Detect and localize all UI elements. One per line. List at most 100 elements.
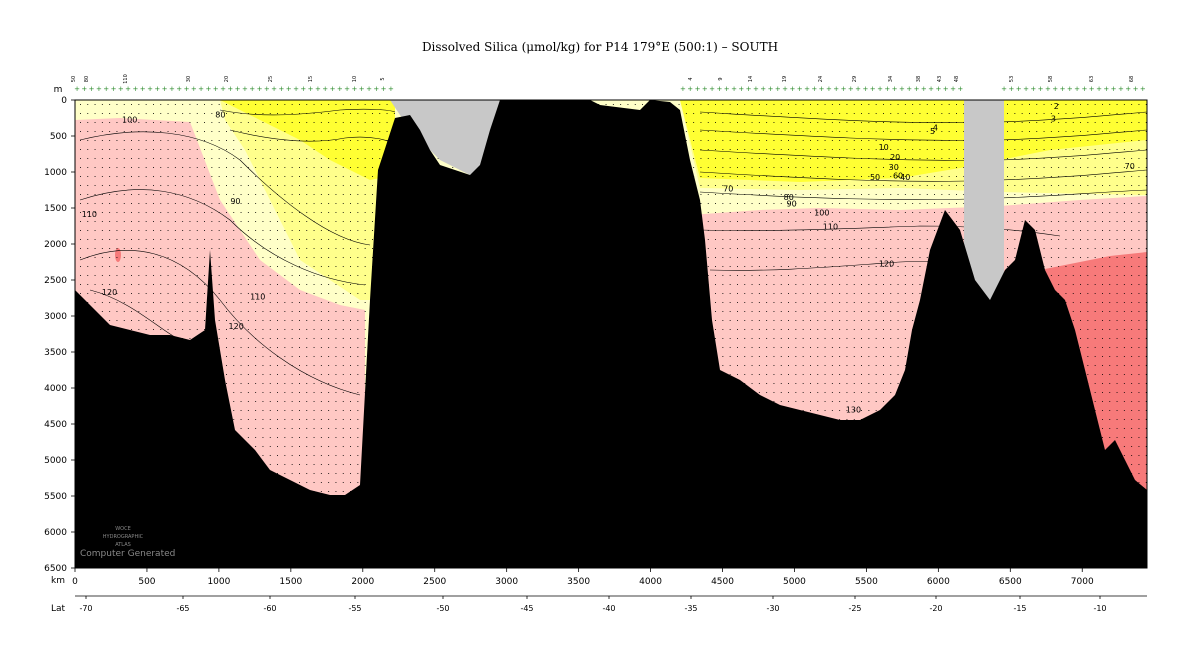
- sample-dot: [335, 428, 337, 429]
- sample-dot: [262, 428, 264, 429]
- sample-dot: [766, 221, 768, 222]
- sample-dot: [109, 248, 111, 249]
- sample-dot: [335, 149, 337, 150]
- sample-dot: [240, 158, 242, 159]
- sample-dot: [247, 374, 249, 375]
- sample-dot: [277, 401, 278, 402]
- sample-dot: [277, 113, 278, 114]
- sample-dot: [218, 122, 220, 123]
- sample-dot: [357, 212, 359, 213]
- sample-dot: [715, 158, 716, 159]
- sample-dot: [715, 302, 716, 303]
- sample-dot: [101, 284, 103, 285]
- sample-dot: [357, 203, 359, 204]
- sample-dot: [350, 455, 351, 456]
- sample-dot: [313, 239, 315, 240]
- sample-dot: [372, 212, 373, 213]
- sample-dot: [204, 203, 205, 204]
- sample-dot: [291, 455, 293, 456]
- sample-dot: [342, 176, 344, 177]
- sample-dot: [233, 140, 235, 141]
- sample-dot: [160, 275, 162, 276]
- sample-dot: [744, 248, 746, 249]
- sample-dot: [123, 194, 125, 195]
- sample-dot: [226, 248, 227, 249]
- sample-dot: [247, 410, 249, 411]
- sample-dot: [189, 158, 191, 159]
- sample-dot: [211, 113, 213, 114]
- sample-dot: [313, 437, 315, 438]
- sample-dot: [160, 122, 162, 123]
- sample-dot: [313, 140, 315, 141]
- sample-dot: [138, 239, 140, 240]
- sample-dot: [328, 410, 330, 411]
- sample-dot: [153, 212, 154, 213]
- sample-dot: [269, 437, 271, 438]
- sample-dot: [313, 194, 315, 195]
- sample-dot: [80, 176, 81, 177]
- sample-dot: [707, 158, 709, 159]
- sample-dot: [306, 365, 308, 366]
- sample-dot: [342, 284, 344, 285]
- sample-dot: [320, 482, 322, 483]
- sample-dot: [226, 185, 227, 186]
- sample-dot: [240, 311, 242, 312]
- sample-dot: [131, 302, 132, 303]
- sample-dot: [758, 140, 760, 141]
- sample-dot: [335, 293, 337, 294]
- sample-dot: [328, 401, 330, 402]
- sample-dot: [342, 455, 344, 456]
- sample-dot: [364, 167, 366, 168]
- sample-dot: [320, 140, 322, 141]
- sample-dot: [744, 302, 746, 303]
- sample-dot: [211, 185, 213, 186]
- sample-dot: [350, 473, 351, 474]
- sample-dot: [722, 248, 724, 249]
- sample-dot: [211, 212, 213, 213]
- sample-dot: [123, 275, 125, 276]
- sample-dot: [109, 302, 111, 303]
- sample-dot: [153, 284, 154, 285]
- sample-dot: [700, 194, 702, 195]
- sample-dot: [737, 329, 738, 330]
- sample-dot: [255, 356, 257, 357]
- sample-dot: [247, 302, 249, 303]
- sample-dot: [357, 239, 359, 240]
- sample-dot: [773, 167, 775, 168]
- sample-dot: [320, 410, 322, 411]
- sample-dot: [277, 230, 278, 231]
- sample-dot: [766, 275, 768, 276]
- sample-dot: [357, 185, 359, 186]
- sample-dot: [320, 284, 322, 285]
- sample-dot: [80, 221, 81, 222]
- sample-dot: [350, 464, 351, 465]
- sample-dot: [700, 203, 702, 204]
- sample-dot: [174, 185, 176, 186]
- sample-dot: [145, 230, 147, 231]
- sample-dot: [773, 239, 775, 240]
- sample-dot: [182, 248, 184, 249]
- sample-dot: [335, 338, 337, 339]
- sample-dot: [335, 257, 337, 258]
- sample-dot: [233, 338, 235, 339]
- sample-dot: [751, 302, 753, 303]
- sample-dot: [218, 131, 220, 132]
- sample-dot: [255, 257, 257, 258]
- sample-dot: [145, 302, 147, 303]
- sample-dot: [744, 293, 746, 294]
- sample-dot: [269, 311, 271, 312]
- sample-dot: [131, 248, 132, 249]
- sample-dot: [372, 140, 373, 141]
- sample-dot: [240, 365, 242, 366]
- sample-dot: [364, 176, 366, 177]
- sample-dot: [277, 149, 278, 150]
- sample-dot: [196, 149, 198, 150]
- sample-dot: [751, 374, 753, 375]
- sample-dot: [744, 176, 746, 177]
- sample-dot: [715, 293, 716, 294]
- sample-dot: [153, 248, 154, 249]
- sample-dot: [247, 167, 249, 168]
- sample-dot: [138, 284, 140, 285]
- sample-dot: [729, 221, 731, 222]
- sample-dot: [116, 257, 118, 258]
